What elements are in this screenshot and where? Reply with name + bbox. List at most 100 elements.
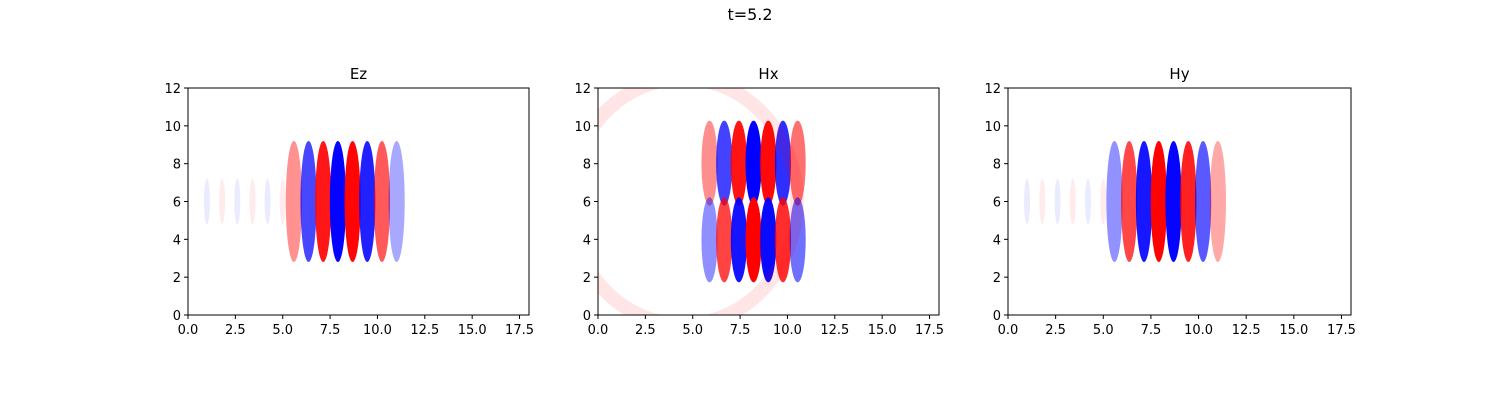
field-band-main (1106, 140, 1123, 263)
x-tick-label: 7.5 (730, 323, 751, 338)
field-band-main (300, 140, 317, 263)
x-tick-label: 5.0 (1093, 323, 1114, 338)
y-tick-label: 2 (173, 271, 181, 286)
field-band-lower (716, 197, 733, 283)
x-tick-label: 12.5 (410, 323, 439, 338)
field-band-lower (745, 197, 762, 283)
x-tick-label: 0.0 (588, 323, 609, 338)
y-tick-label: 12 (984, 82, 1001, 97)
y-tick-label: 0 (993, 309, 1001, 324)
y-tick-label: 6 (583, 196, 591, 211)
y-tick-label: 12 (164, 82, 181, 97)
x-tick-label: 2.5 (1045, 323, 1066, 338)
x-tick-label: 17.5 (505, 323, 534, 338)
field-band-main (344, 140, 361, 263)
x-tick-label: 15.0 (458, 323, 487, 338)
field-band-main (373, 140, 391, 263)
subplot-ez: Ez 0.0 2.5 5.0 7.5 10.0 12.5 15.0 17.5 0 2 4 6 8 10 12 (164, 65, 534, 338)
field-band-lower (701, 197, 718, 283)
field-band-main (1165, 140, 1182, 263)
x-tick-label: 10.0 (363, 323, 392, 338)
heatmap-field (598, 88, 939, 315)
x-tick-label: 0.0 (998, 323, 1019, 338)
field-band-main (1135, 140, 1153, 263)
y-tick-label: 10 (164, 120, 181, 135)
y-tick-label: 4 (583, 233, 591, 248)
y-tick-label: 4 (993, 233, 1001, 248)
subplot-hy: Hy 0.0 2.5 5.0 7.5 10.0 12.5 15.0 17.5 0 2 4 6 8 10 12 (984, 65, 1355, 338)
field-band-main (1150, 140, 1167, 263)
field-band-lower (760, 197, 777, 283)
y-tick-label: 2 (993, 271, 1001, 286)
y-tick-label: 4 (173, 233, 181, 248)
field-band-main (1209, 140, 1226, 263)
field-ripple (1054, 178, 1061, 225)
x-tick-label: 10.0 (773, 323, 802, 338)
x-tick-label: 5.0 (272, 323, 293, 338)
x-tick-label: 2.5 (225, 323, 246, 338)
field-ripple (249, 178, 256, 225)
field-halo (598, 88, 804, 315)
y-tick-label: 8 (993, 158, 1001, 173)
heatmap-field (1008, 88, 1351, 315)
x-tick-label: 7.5 (320, 323, 341, 338)
field-ripple (264, 178, 271, 225)
field-ripple (1100, 178, 1107, 225)
x-tick-label: 17.5 (1327, 323, 1356, 338)
field-ripple (234, 178, 241, 225)
subplot-title: Hx (758, 65, 778, 83)
field-band-lower (774, 197, 792, 283)
field-ripple (1024, 178, 1031, 225)
x-tick-label: 10.0 (1184, 323, 1213, 338)
field-ripple (1085, 178, 1092, 225)
x-tick-label: 15.0 (1279, 323, 1308, 338)
field-band-upper (701, 120, 718, 206)
x-tick-label: 2.5 (635, 323, 656, 338)
field-band-main (1180, 140, 1197, 263)
field-ripple (279, 178, 286, 225)
subplot-hx: Hx 0.0 2.5 5.0 7.5 10.0 12.5 15.0 17.5 0 2 4 6 8 10 12 (574, 65, 944, 338)
field-ripple (203, 178, 210, 225)
field-band-upper (760, 120, 777, 206)
field-band-main (359, 140, 376, 263)
subplot-title: Ez (350, 65, 367, 83)
x-tick-label: 0.0 (178, 323, 199, 338)
field-band-upper (789, 120, 806, 206)
field-ripple (219, 178, 226, 225)
y-tick-label: 12 (574, 82, 591, 97)
field-band-main (329, 140, 346, 263)
y-tick-label: 8 (173, 158, 181, 173)
y-tick-label: 10 (984, 120, 1001, 135)
y-tick-label: 6 (173, 196, 181, 211)
field-band-lower (789, 197, 806, 283)
field-band-main (1194, 140, 1212, 263)
field-ripple (1039, 178, 1046, 225)
subplot-title: Hy (1169, 65, 1189, 83)
y-tick-label: 10 (574, 120, 591, 135)
x-tick-label: 17.5 (915, 323, 944, 338)
field-band-upper (716, 120, 733, 206)
x-tick-label: 12.5 (820, 323, 849, 338)
field-band-main (285, 140, 302, 263)
field-band-lower (730, 197, 747, 283)
field-band-upper (774, 120, 792, 206)
x-tick-label: 7.5 (1141, 323, 1162, 338)
field-band-main (1121, 140, 1138, 263)
field-ripple (1069, 178, 1076, 225)
y-tick-label: 2 (583, 271, 591, 286)
heatmap-field (188, 88, 529, 315)
x-tick-label: 5.0 (682, 323, 703, 338)
field-band-upper (730, 120, 747, 206)
y-tick-label: 0 (583, 309, 591, 324)
y-tick-label: 6 (993, 196, 1001, 211)
x-tick-label: 12.5 (1232, 323, 1261, 338)
figure-title: t=5.2 (727, 5, 773, 24)
field-band-main (315, 140, 332, 263)
field-band-upper (745, 120, 762, 206)
y-tick-label: 0 (173, 309, 181, 324)
y-tick-label: 8 (583, 158, 591, 173)
field-band-main (388, 140, 405, 263)
x-tick-label: 15.0 (868, 323, 897, 338)
